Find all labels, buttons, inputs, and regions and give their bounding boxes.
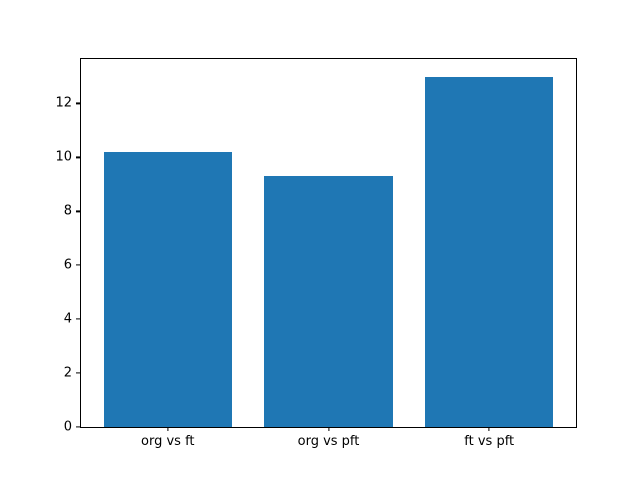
y-tick-label: 8 bbox=[63, 203, 72, 219]
y-tick-label: 10 bbox=[55, 149, 72, 165]
y-tick-mark bbox=[76, 318, 80, 320]
y-tick-label: 0 bbox=[63, 419, 72, 435]
y-tick-mark bbox=[76, 156, 80, 158]
x-tick-label: ft vs pft bbox=[464, 434, 515, 449]
bar-ft-vs-pft bbox=[424, 76, 554, 427]
bar-org-vs-ft bbox=[103, 152, 233, 427]
y-tick-label: 2 bbox=[63, 365, 72, 381]
y-tick-label: 12 bbox=[55, 95, 72, 111]
x-tick-label: org vs ft bbox=[141, 434, 195, 449]
x-tick-label: org vs pft bbox=[297, 434, 360, 449]
y-tick-mark bbox=[76, 102, 80, 105]
y-tick-mark bbox=[76, 264, 80, 266]
x-tick-mark bbox=[327, 427, 330, 431]
y-tick-label: 4 bbox=[63, 311, 72, 327]
y-tick-mark bbox=[76, 426, 80, 428]
y-tick-label: 6 bbox=[63, 257, 72, 273]
plot-area: 0 2 4 6 8 10 12 org vs ft org vs pft ft vs pft bbox=[55, 58, 577, 448]
bar-org-vs-pft bbox=[264, 176, 393, 427]
x-tick-mark bbox=[167, 427, 169, 431]
y-tick-mark bbox=[76, 210, 80, 212]
y-tick-mark bbox=[76, 372, 80, 374]
x-tick-mark bbox=[488, 427, 490, 431]
